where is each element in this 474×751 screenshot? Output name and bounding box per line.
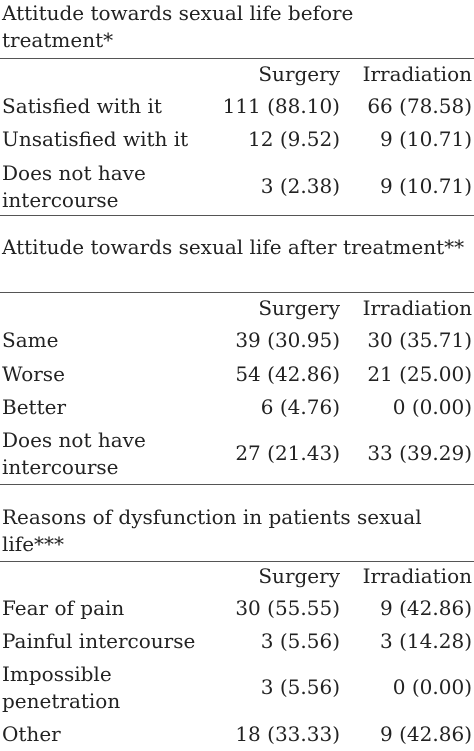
section-title-before-treatment: Attitude towards sexual life before trea… (2, 1, 354, 52)
section-divider (0, 561, 474, 562)
row-label: Same (2, 328, 59, 352)
column-header-irradiation: Irradiation (362, 62, 472, 86)
column-header-surgery: Surgery (258, 62, 340, 86)
irradiation-value: 3 (14.28) (380, 629, 472, 653)
surgery-value: 3 (2.38) (260, 174, 340, 198)
column-header-surgery: Surgery (258, 564, 340, 588)
section-divider (0, 292, 474, 293)
irradiation-value: 9 (10.71) (380, 127, 472, 151)
surgery-value: 27 (21.43) (235, 441, 340, 465)
surgery-value: 6 (4.76) (260, 395, 340, 419)
surgery-value: 18 (33.33) (235, 722, 340, 746)
row-label: Unsatisfied with it (2, 127, 189, 151)
surgery-value: 111 (88.10) (222, 94, 340, 118)
irradiation-value: 30 (35.71) (367, 328, 472, 352)
section-divider (0, 215, 474, 216)
surgery-value: 3 (5.56) (260, 629, 340, 653)
row-label: Does not have intercourse (2, 428, 146, 479)
surgery-value: 39 (30.95) (235, 328, 340, 352)
row-label: Other (2, 722, 61, 746)
irradiation-value: 0 (0.00) (392, 675, 472, 699)
surgery-value: 30 (55.55) (235, 596, 340, 620)
row-label: Painful intercourse (2, 629, 196, 653)
section-title-dysfunction-reasons: Reasons of dysfunction in patients sexua… (2, 505, 422, 556)
section-title-after-treatment: Attitude towards sexual life after treat… (2, 235, 465, 259)
irradiation-value: 9 (42.86) (380, 722, 472, 746)
row-label: Worse (2, 362, 65, 386)
column-header-surgery: Surgery (258, 296, 340, 320)
row-label: Does not have intercourse (2, 161, 146, 212)
row-label: Better (2, 395, 67, 419)
surgery-value: 12 (9.52) (248, 127, 340, 151)
irradiation-value: 66 (78.58) (367, 94, 472, 118)
column-header-irradiation: Irradiation (362, 564, 472, 588)
column-header-irradiation: Irradiation (362, 296, 472, 320)
irradiation-value: 9 (42.86) (380, 596, 472, 620)
irradiation-value: 21 (25.00) (367, 362, 472, 386)
section-divider (0, 484, 474, 485)
section-divider (0, 58, 474, 59)
surgery-value: 3 (5.56) (260, 675, 340, 699)
row-label: Fear of pain (2, 596, 125, 620)
surgery-value: 54 (42.86) (235, 362, 340, 386)
irradiation-value: 9 (10.71) (380, 174, 472, 198)
row-label: Satisfied with it (2, 94, 162, 118)
irradiation-value: 0 (0.00) (392, 395, 472, 419)
irradiation-value: 33 (39.29) (367, 441, 472, 465)
row-label: Impossible penetration (2, 662, 121, 713)
